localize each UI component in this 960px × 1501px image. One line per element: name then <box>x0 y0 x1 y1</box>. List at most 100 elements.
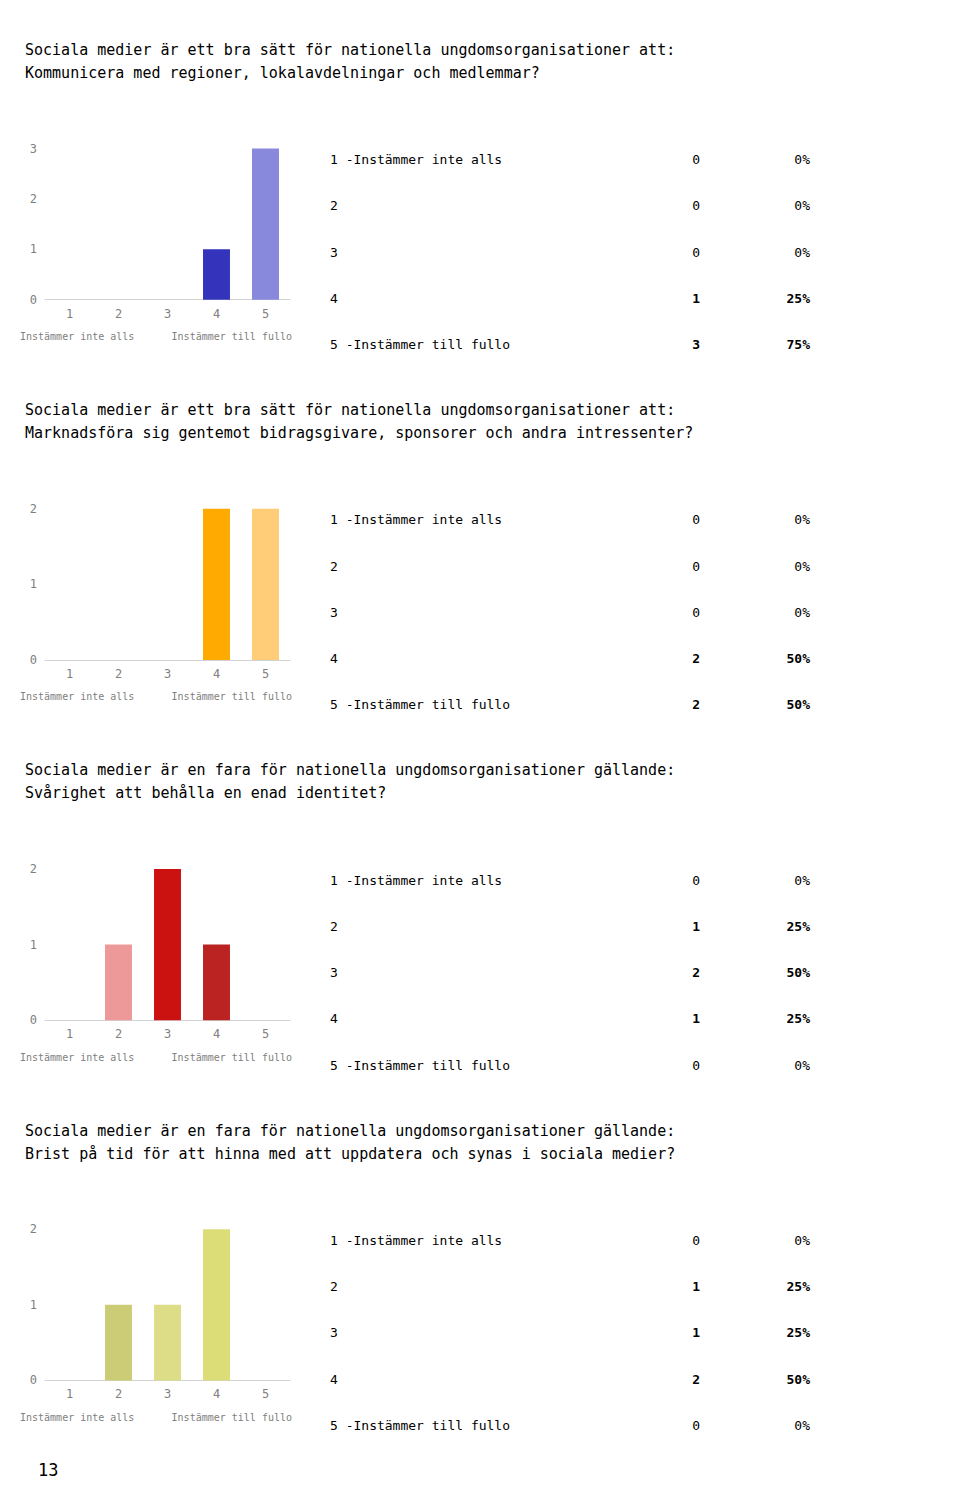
svg-text:2: 2 <box>692 697 700 712</box>
svg-text:3: 3 <box>164 667 171 681</box>
svg-text:Instämmer inte alls: Instämmer inte alls <box>20 331 134 342</box>
svg-text:2: 2 <box>330 1279 338 1294</box>
svg-text:3: 3 <box>330 605 338 620</box>
svg-text:0: 0 <box>692 605 700 620</box>
svg-text:3: 3 <box>164 1027 171 1041</box>
svg-text:1: 1 <box>692 1325 700 1340</box>
svg-text:4: 4 <box>330 1372 338 1387</box>
svg-text:0%: 0% <box>794 152 810 167</box>
svg-text:1: 1 <box>30 577 37 591</box>
svg-text:25%: 25% <box>787 919 811 934</box>
svg-text:0: 0 <box>30 1373 37 1387</box>
svg-text:0%: 0% <box>794 245 810 260</box>
svg-text:0: 0 <box>692 152 700 167</box>
svg-text:0%: 0% <box>794 198 810 213</box>
svg-text:0%: 0% <box>794 559 810 574</box>
svg-text:5: 5 <box>262 667 269 681</box>
svg-text:0%: 0% <box>794 1233 810 1248</box>
svg-text:Instämmer till fullo: Instämmer till fullo <box>172 691 292 702</box>
svg-text:Svårighet att behålla en enad: Svårighet att behålla en enad identitet? <box>25 784 386 802</box>
svg-text:0%: 0% <box>794 1418 810 1433</box>
svg-text:2: 2 <box>692 1372 700 1387</box>
svg-text:0: 0 <box>692 1233 700 1248</box>
svg-text:0: 0 <box>692 559 700 574</box>
svg-text:1: 1 <box>66 1387 73 1401</box>
svg-text:5 -Instämmer till fullo: 5 -Instämmer till fullo <box>330 1418 510 1433</box>
svg-text:2: 2 <box>30 502 37 516</box>
svg-text:2: 2 <box>30 862 37 876</box>
svg-text:Instämmer till fullo: Instämmer till fullo <box>172 331 292 342</box>
svg-text:4: 4 <box>330 291 338 306</box>
svg-text:Brist på tid för att hinna med: Brist på tid för att hinna med att uppda… <box>25 1145 675 1163</box>
svg-text:1 -Instämmer inte alls: 1 -Instämmer inte alls <box>330 873 502 888</box>
svg-text:Kommunicera med regioner, loka: Kommunicera med regioner, lokalavdelning… <box>25 64 540 82</box>
svg-text:2: 2 <box>30 1222 37 1236</box>
svg-text:1: 1 <box>692 1279 700 1294</box>
svg-text:1: 1 <box>692 291 700 306</box>
svg-text:2: 2 <box>30 192 37 206</box>
svg-text:0%: 0% <box>794 1058 810 1073</box>
svg-text:0%: 0% <box>794 605 810 620</box>
svg-text:2: 2 <box>692 651 700 666</box>
svg-text:Instämmer till fullo: Instämmer till fullo <box>172 1412 292 1423</box>
svg-text:0: 0 <box>692 1058 700 1073</box>
svg-text:3: 3 <box>30 142 37 156</box>
svg-text:4: 4 <box>213 1387 220 1401</box>
svg-text:5 -Instämmer till fullo: 5 -Instämmer till fullo <box>330 697 510 712</box>
svg-text:5: 5 <box>262 307 269 321</box>
svg-text:3: 3 <box>330 965 338 980</box>
svg-text:2: 2 <box>330 919 338 934</box>
svg-text:2: 2 <box>115 1387 122 1401</box>
svg-text:Sociala medier är ett bra sätt: Sociala medier är ett bra sätt för natio… <box>25 41 675 59</box>
svg-text:0: 0 <box>692 198 700 213</box>
svg-text:0%: 0% <box>794 873 810 888</box>
svg-text:2: 2 <box>330 559 338 574</box>
svg-text:5: 5 <box>262 1387 269 1401</box>
svg-text:1: 1 <box>30 938 37 952</box>
svg-text:Sociala medier är en fara för: Sociala medier är en fara för nationella… <box>25 1122 675 1140</box>
svg-text:5 -Instämmer till fullo: 5 -Instämmer till fullo <box>330 1058 510 1073</box>
svg-text:1: 1 <box>66 667 73 681</box>
svg-text:2: 2 <box>692 965 700 980</box>
svg-text:4: 4 <box>213 307 220 321</box>
svg-text:Instämmer inte alls: Instämmer inte alls <box>20 691 134 702</box>
svg-text:75%: 75% <box>787 337 811 352</box>
svg-text:5: 5 <box>262 1027 269 1041</box>
svg-text:Instämmer inte alls: Instämmer inte alls <box>20 1412 134 1423</box>
svg-text:50%: 50% <box>787 1372 811 1387</box>
svg-text:0: 0 <box>692 512 700 527</box>
svg-text:Sociala medier är en fara för: Sociala medier är en fara för nationella… <box>25 761 675 779</box>
svg-text:2: 2 <box>115 1027 122 1041</box>
svg-text:4: 4 <box>213 1027 220 1041</box>
svg-text:3: 3 <box>330 1325 338 1340</box>
svg-text:Instämmer inte alls: Instämmer inte alls <box>20 1052 134 1063</box>
svg-text:13: 13 <box>38 1460 58 1480</box>
svg-text:0: 0 <box>692 245 700 260</box>
svg-text:1: 1 <box>692 1011 700 1026</box>
svg-text:4: 4 <box>330 651 338 666</box>
svg-text:25%: 25% <box>787 1325 811 1340</box>
svg-text:0: 0 <box>30 293 37 307</box>
svg-text:4: 4 <box>330 1011 338 1026</box>
svg-text:1 -Instämmer inte alls: 1 -Instämmer inte alls <box>330 512 502 527</box>
svg-text:1: 1 <box>66 1027 73 1041</box>
svg-text:50%: 50% <box>787 697 811 712</box>
svg-text:1: 1 <box>66 307 73 321</box>
svg-text:3: 3 <box>330 245 338 260</box>
svg-text:3: 3 <box>164 1387 171 1401</box>
svg-text:1 -Instämmer inte alls: 1 -Instämmer inte alls <box>330 1233 502 1248</box>
svg-text:50%: 50% <box>787 965 811 980</box>
svg-text:0: 0 <box>692 873 700 888</box>
svg-text:0: 0 <box>30 653 37 667</box>
svg-text:Sociala medier är ett bra sätt: Sociala medier är ett bra sätt för natio… <box>25 401 675 419</box>
svg-text:0: 0 <box>30 1013 37 1027</box>
svg-text:50%: 50% <box>787 651 811 666</box>
svg-text:3: 3 <box>692 337 700 352</box>
svg-text:1: 1 <box>30 242 37 256</box>
svg-text:25%: 25% <box>787 1279 811 1294</box>
svg-text:4: 4 <box>213 667 220 681</box>
svg-text:1 -Instämmer inte alls: 1 -Instämmer inte alls <box>330 152 502 167</box>
svg-text:0: 0 <box>692 1418 700 1433</box>
svg-text:2: 2 <box>115 307 122 321</box>
svg-text:0%: 0% <box>794 512 810 527</box>
